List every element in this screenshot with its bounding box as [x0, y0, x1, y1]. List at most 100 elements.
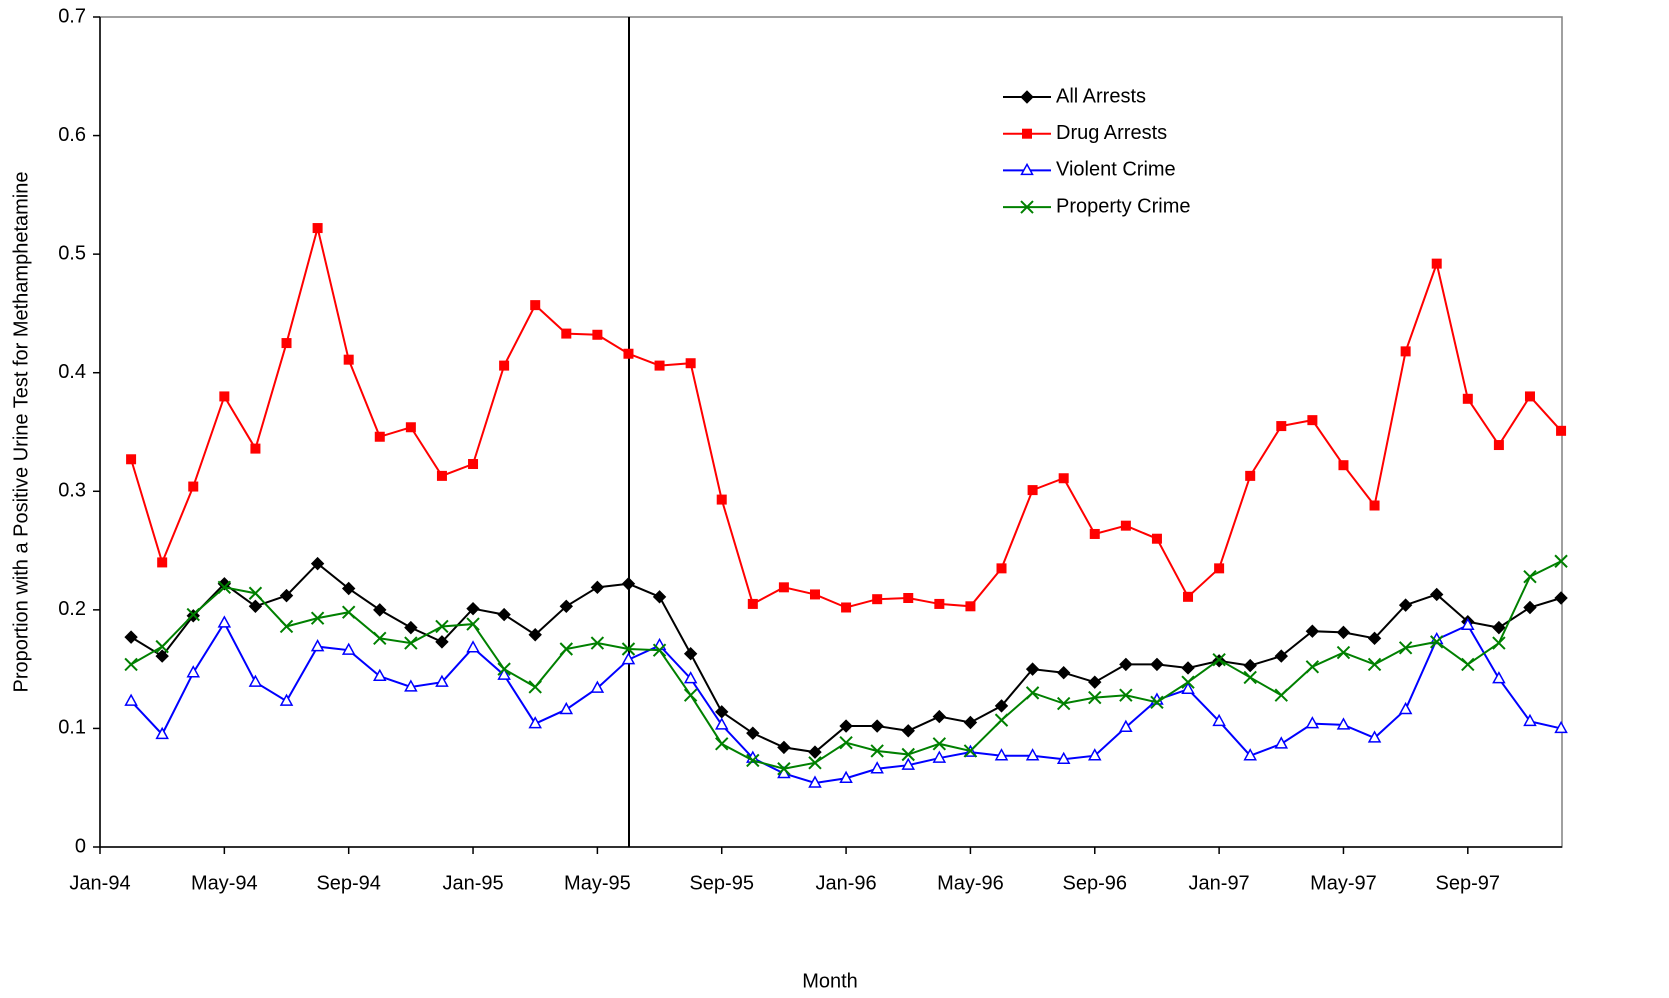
marker: [1025, 686, 1040, 700]
marker: [901, 724, 915, 738]
marker: [374, 431, 385, 442]
marker: [341, 605, 356, 619]
marker: [404, 620, 418, 635]
marker: [1492, 620, 1506, 635]
x-tick-label: Sep-94: [316, 872, 381, 894]
y-tick-label: 0: [75, 835, 86, 857]
marker: [373, 631, 387, 646]
x-tick-label: Sep-95: [689, 872, 754, 894]
marker: [1554, 591, 1568, 605]
marker: [310, 556, 325, 571]
marker: [310, 639, 325, 652]
marker: [808, 756, 822, 770]
y-tick-label: 0.1: [58, 717, 86, 739]
marker: [1369, 500, 1380, 511]
marker: [341, 581, 356, 596]
marker: [279, 619, 294, 634]
marker: [528, 680, 542, 694]
marker: [530, 300, 541, 311]
series: [124, 615, 1568, 788]
marker: [716, 494, 727, 505]
marker: [1274, 688, 1288, 702]
marker: [652, 590, 667, 604]
marker: [188, 481, 199, 492]
marker: [1307, 415, 1318, 426]
marker: [1523, 713, 1537, 727]
marker: [809, 589, 820, 600]
marker: [870, 719, 884, 733]
legend-marker: [1020, 90, 1034, 104]
x-tick-label: May-95: [564, 872, 631, 894]
marker: [1398, 641, 1413, 655]
marker: [405, 422, 416, 433]
legend-marker: [1022, 128, 1032, 139]
marker: [932, 750, 947, 763]
marker: [1336, 625, 1351, 640]
marker: [126, 454, 137, 465]
marker: [341, 642, 356, 655]
marker: [1120, 520, 1131, 531]
marker: [1089, 528, 1100, 539]
marker: [747, 598, 758, 609]
marker: [683, 688, 698, 702]
series: [124, 556, 1568, 759]
marker: [1056, 751, 1071, 765]
marker: [901, 757, 916, 770]
marker: [1027, 485, 1038, 496]
marker: [1088, 748, 1102, 761]
marker: [279, 693, 294, 706]
marker: [1336, 717, 1351, 730]
marker: [217, 615, 232, 628]
marker: [1088, 675, 1102, 689]
marker: [683, 647, 698, 661]
marker: [592, 329, 603, 340]
x-tick-label: Jan-94: [69, 872, 130, 894]
marker: [248, 586, 263, 600]
marker: [1274, 649, 1288, 663]
marker: [1243, 748, 1257, 761]
marker: [343, 354, 354, 365]
marker: [685, 358, 696, 369]
marker: [186, 665, 201, 678]
marker: [559, 599, 574, 614]
legend-label: Violent Crime: [1056, 159, 1176, 181]
marker: [872, 594, 883, 605]
marker: [186, 607, 200, 622]
marker: [155, 649, 169, 663]
marker: [1367, 657, 1382, 672]
marker: [808, 775, 822, 788]
x-tick-label: Jan-95: [442, 872, 503, 894]
marker: [281, 338, 292, 349]
marker: [1214, 563, 1225, 574]
y-tick-label: 0.2: [58, 598, 86, 620]
x-axis-title: Month: [802, 970, 858, 992]
marker: [435, 674, 449, 687]
y-tick-label: 0.6: [58, 124, 86, 146]
legend-marker: [1020, 200, 1034, 214]
marker: [559, 642, 574, 656]
marker: [404, 636, 418, 650]
legend-marker: [1020, 162, 1034, 176]
marker: [1461, 617, 1475, 631]
marker: [778, 582, 789, 593]
legend-label: Drug Arrests: [1056, 122, 1167, 144]
marker: [250, 443, 261, 454]
marker: [623, 348, 634, 359]
x-tick-label: May-94: [191, 872, 258, 894]
marker: [248, 599, 263, 614]
marker: [1462, 393, 1473, 404]
marker: [1554, 720, 1568, 734]
marker: [559, 701, 574, 715]
marker: [561, 328, 572, 339]
legend-label: All Arrests: [1056, 85, 1146, 107]
marker: [965, 601, 976, 612]
marker: [466, 640, 480, 653]
marker: [934, 598, 945, 609]
marker: [715, 705, 729, 719]
marker: [1556, 425, 1567, 436]
marker: [777, 762, 791, 776]
marker: [1212, 652, 1226, 667]
marker: [468, 459, 479, 470]
marker: [715, 737, 729, 751]
